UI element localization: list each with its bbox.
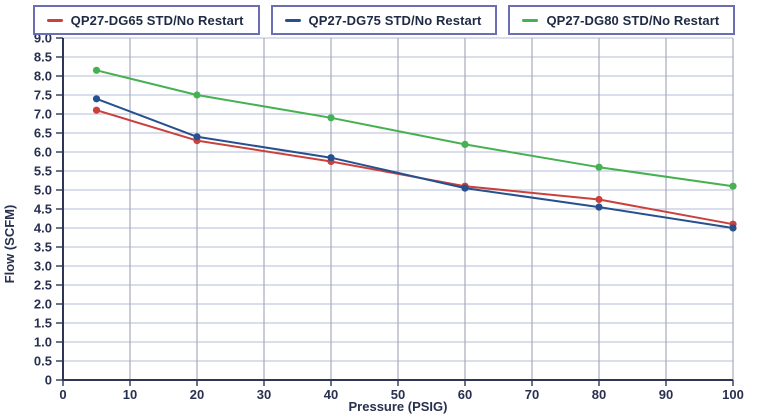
series-line	[96, 109, 734, 226]
data-point	[193, 91, 201, 99]
y-tick-label: 4.0	[34, 221, 52, 236]
legend: QP27-DG65 STD/No Restart QP27-DG75 STD/N…	[0, 5, 768, 35]
data-point	[92, 106, 101, 114]
y-axis-title: Flow (SCFM)	[2, 205, 17, 284]
x-axis-title: Pressure (PSIG)	[349, 399, 448, 414]
x-tick-label: 50	[391, 387, 405, 402]
data-point	[595, 195, 603, 204]
y-tick-label: 7.0	[34, 107, 52, 122]
y-tick-label: 4.5	[34, 202, 52, 217]
data-point	[461, 140, 469, 148]
legend-swatch-dg80-icon	[522, 18, 539, 22]
data-point	[92, 66, 101, 74]
y-tick-label: 0.5	[34, 354, 52, 369]
x-tick-label: 40	[324, 387, 338, 402]
y-tick-label: 1.5	[34, 316, 52, 331]
series-line	[96, 97, 734, 229]
gridlines	[63, 37, 734, 380]
y-tick-label: 7.5	[34, 88, 52, 103]
x-tick-label: 60	[458, 387, 472, 402]
legend-item-dg80: QP27-DG80 STD/No Restart	[508, 5, 736, 35]
legend-item-dg75: QP27-DG75 STD/No Restart	[270, 5, 498, 35]
data-point	[595, 163, 603, 171]
y-tick-label: 3.5	[34, 240, 52, 255]
data-point	[327, 154, 335, 162]
x-tick-label: 0	[59, 387, 66, 402]
y-tick-label: 8.0	[34, 69, 52, 84]
data-point	[729, 182, 737, 190]
y-tick-label: 3.0	[34, 259, 52, 274]
x-tick-label: 90	[659, 387, 673, 402]
series-dg75	[92, 95, 737, 232]
y-tick-label: 5.5	[34, 164, 52, 179]
axes	[56, 37, 734, 386]
y-tick-label: 8.5	[34, 50, 52, 65]
data-point	[461, 184, 469, 192]
legend-swatch-dg75-icon	[284, 18, 301, 22]
data-point	[729, 224, 737, 232]
y-tick-label: 6.0	[34, 145, 52, 160]
x-tick-label: 80	[592, 387, 606, 402]
data-point	[327, 114, 335, 122]
legend-label-dg65: QP27-DG65 STD/No Restart	[70, 12, 244, 28]
y-tick-label: 1.0	[34, 335, 52, 350]
x-tick-label: 70	[525, 387, 539, 402]
data-point	[193, 133, 201, 141]
y-tick-label: 2.5	[34, 278, 52, 293]
y-tick-label: 6.5	[34, 126, 52, 141]
y-tick-label: 5.0	[34, 183, 52, 198]
x-tick-label: 100	[722, 387, 744, 402]
x-tick-label: 10	[123, 387, 137, 402]
y-tick-label: 0	[45, 373, 52, 388]
x-tick-label: 30	[257, 387, 271, 402]
y-tick-label: 2.0	[34, 297, 52, 312]
tick-labels: 0 0.5 1.0 1.5 2.0 2.5 3.0 3.5 4.0 4.5 5.0 5.5 6.0 6.5…	[34, 31, 744, 403]
data-point	[92, 95, 101, 103]
legend-item-dg65: QP27-DG65 STD/No Restart	[32, 5, 260, 35]
series-line	[96, 69, 734, 188]
x-tick-label: 20	[190, 387, 204, 402]
series-dg65	[92, 106, 737, 228]
legend-label-dg75: QP27-DG75 STD/No Restart	[308, 12, 482, 28]
legend-swatch-dg65-icon	[46, 18, 63, 22]
data-point	[595, 203, 603, 211]
legend-label-dg80: QP27-DG80 STD/No Restart	[546, 12, 720, 28]
series-dg80	[92, 66, 737, 190]
